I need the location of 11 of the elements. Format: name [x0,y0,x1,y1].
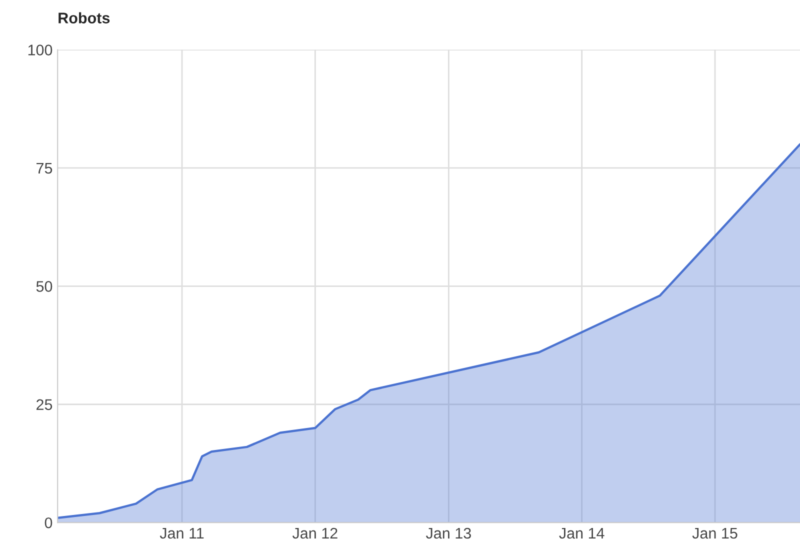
x-tick-label: Jan 13 [426,528,471,539]
x-tick-label: Jan 11 [160,528,204,539]
y-tick-label: 75 [36,163,52,174]
y-tick-label: 50 [36,281,52,292]
y-tick-label: 100 [28,44,52,56]
x-tick-label: Jan 14 [559,528,604,539]
chart-title: Robots [58,12,110,24]
y-tick-label: 0 [44,517,52,528]
y-tick-label: 25 [36,399,52,410]
x-tick-label: Jan 12 [292,528,338,539]
x-tick-label: Jan 15 [692,528,738,539]
